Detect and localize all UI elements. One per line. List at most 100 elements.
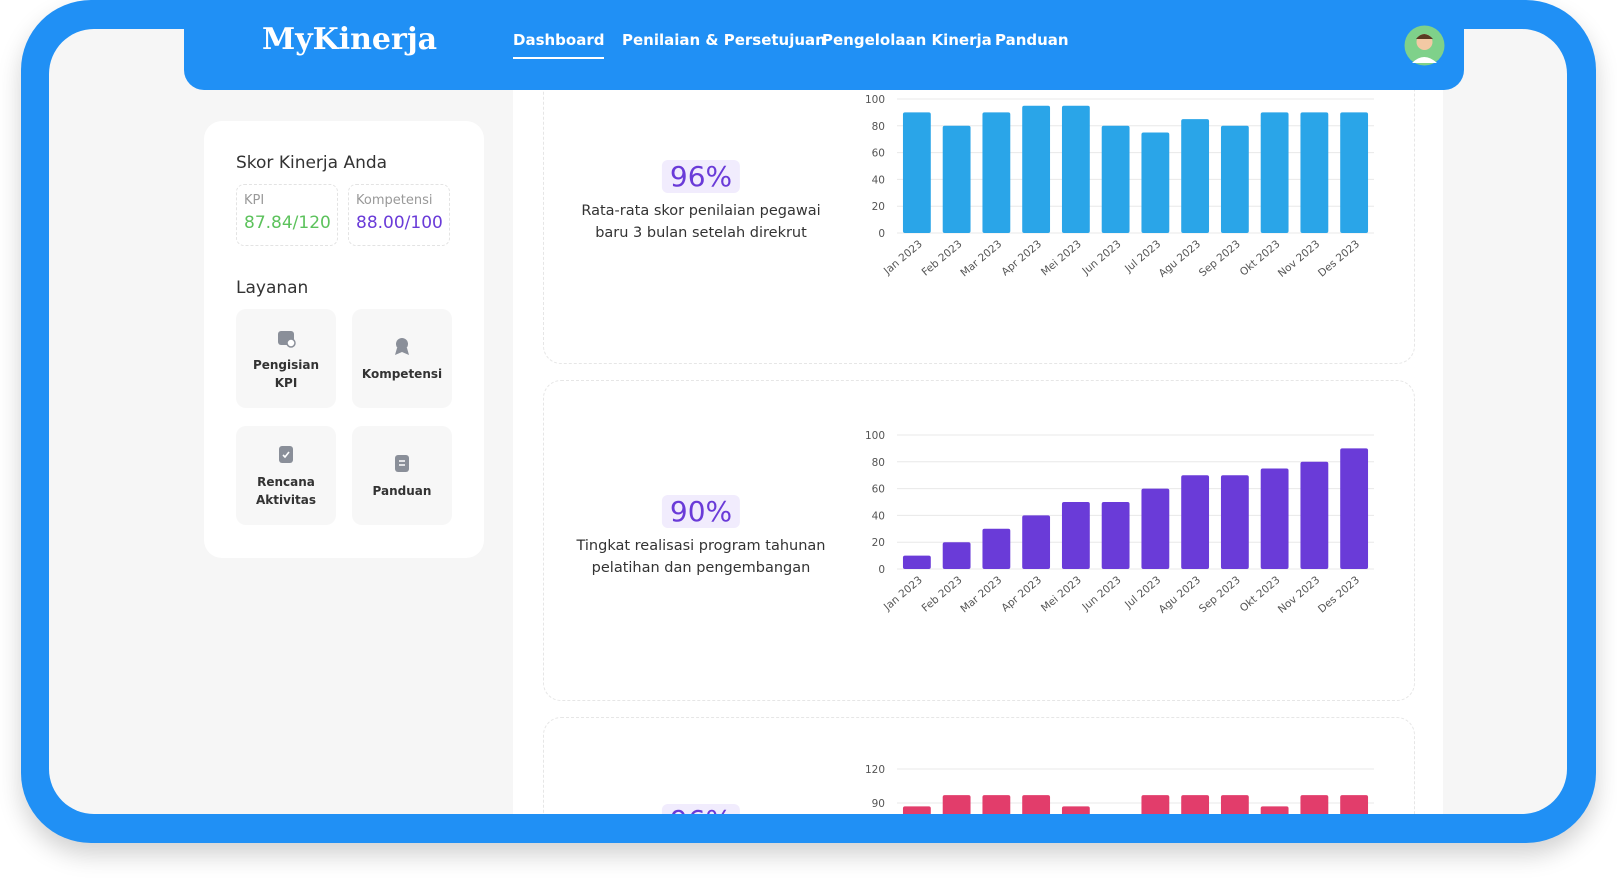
- score-box: KPI 87.84/120: [236, 184, 338, 246]
- service-label: Kompetensi: [361, 366, 443, 381]
- bar: [1061, 502, 1090, 569]
- bar: [1181, 119, 1210, 233]
- sidebar-title: Skor Kinerja Anda: [236, 153, 388, 173]
- x-tick-label: Mar 2023: [958, 238, 1004, 279]
- bar: [1141, 132, 1170, 233]
- nav-link[interactable]: Panduan: [995, 31, 1069, 49]
- x-tick-label: Agu 2023: [1157, 238, 1203, 280]
- y-tick-label: 60: [872, 148, 885, 160]
- bar: [982, 112, 1011, 233]
- bar: [1260, 806, 1289, 814]
- x-tick-label: Nov 2023: [1276, 238, 1322, 280]
- score-value: 88.00/100: [356, 213, 443, 233]
- description: baru 3 bulan setelah direkrut: [595, 225, 807, 241]
- x-tick-label: Des 2023: [1316, 238, 1362, 279]
- bar: [1220, 795, 1249, 814]
- bar: [942, 125, 971, 233]
- bar: [942, 542, 971, 569]
- service-tile[interactable]: Kompetensi: [352, 309, 452, 408]
- score-value: 87.84/120: [244, 213, 331, 233]
- bar: [1141, 795, 1170, 814]
- service-label: Panduan: [372, 483, 432, 498]
- x-tick-label: Apr 2023: [999, 238, 1044, 278]
- x-tick-label: Okt 2023: [1238, 574, 1283, 614]
- bar: [1141, 488, 1170, 569]
- y-tick-label: 40: [872, 174, 885, 186]
- service-label: Rencana Aktivitas: [255, 474, 317, 507]
- bar: [1300, 461, 1329, 569]
- highlight-value: 90%: [661, 495, 741, 528]
- x-tick-label: Jan 2023: [881, 574, 925, 614]
- bar: [1220, 125, 1249, 233]
- nav-link[interactable]: Dashboard: [513, 31, 605, 59]
- icon: [279, 445, 293, 463]
- bar: [1101, 125, 1130, 233]
- bar: [1340, 448, 1369, 569]
- x-tick-label: Mei 2023: [1039, 574, 1084, 614]
- bar: [982, 795, 1011, 814]
- y-tick-label: 90: [872, 798, 885, 810]
- bar: [1181, 475, 1210, 569]
- y-tick-label: 20: [872, 201, 885, 213]
- bar: [942, 795, 971, 814]
- bar: [902, 555, 931, 569]
- service-tile[interactable]: Panduan: [352, 426, 452, 525]
- service-label: Pengisian KPI: [252, 357, 320, 390]
- bar: [1300, 795, 1329, 814]
- icon: [395, 454, 409, 472]
- sidebar: Skor Kinerja Anda KPI 87.84/120 Kompeten…: [204, 121, 484, 558]
- x-tick-label: Jun 2023: [1079, 574, 1123, 614]
- bar: [1220, 475, 1249, 569]
- highlight-value: 96%: [661, 160, 741, 193]
- chart-card: [543, 717, 1415, 814]
- y-tick-label: 100: [865, 430, 885, 442]
- nav-link[interactable]: Pengelolaan Kinerja: [822, 31, 992, 49]
- y-tick-label: 20: [872, 537, 885, 549]
- icon: [278, 330, 296, 348]
- x-tick-label: Nov 2023: [1276, 574, 1322, 616]
- bar: [1061, 105, 1090, 233]
- y-tick-label: 80: [872, 121, 885, 133]
- description: Tingkat realisasi program tahunan: [576, 538, 826, 554]
- highlight-value: 96%: [661, 804, 741, 814]
- y-tick-label: 60: [872, 484, 885, 496]
- logo[interactable]: MyKinerja: [262, 22, 438, 57]
- score-label: KPI: [244, 193, 265, 208]
- x-tick-label: Feb 2023: [920, 238, 965, 278]
- y-tick-label: 120: [865, 764, 885, 776]
- bar: [902, 112, 931, 233]
- x-tick-label: Agu 2023: [1157, 574, 1203, 616]
- bar: [902, 806, 931, 814]
- services-title: Layanan: [236, 278, 309, 298]
- service-tile[interactable]: Pengisian KPI: [236, 309, 336, 408]
- description: Rata-rata skor penilaian pegawai: [581, 203, 821, 219]
- nav-link[interactable]: Penilaian & Persetujuan: [622, 31, 826, 49]
- score-box: Kompetensi 88.00/100: [348, 184, 450, 246]
- bar: [1300, 112, 1329, 233]
- x-tick-label: Okt 2023: [1238, 238, 1283, 278]
- bar: [1022, 105, 1051, 233]
- icon: [395, 337, 409, 355]
- x-tick-label: Sep 2023: [1197, 238, 1243, 279]
- app-panel: 96% Rata-rata skor penilaian pegawai baru …: [49, 29, 1567, 814]
- navbar: MyKinerja Dashboard Penilaian & Persetuj…: [184, 0, 1464, 90]
- bar: [1061, 806, 1090, 814]
- x-tick-label: Sep 2023: [1197, 574, 1243, 615]
- service-tile[interactable]: Rencana Aktivitas: [236, 426, 336, 525]
- bar: [1340, 112, 1369, 233]
- x-tick-label: Feb 2023: [920, 574, 965, 614]
- bar: [1260, 468, 1289, 569]
- y-tick-label: 100: [865, 94, 885, 106]
- bar: [1022, 515, 1051, 569]
- avatar[interactable]: [1404, 25, 1445, 66]
- x-tick-label: Mar 2023: [958, 574, 1004, 615]
- x-tick-label: Jun 2023: [1079, 238, 1123, 278]
- y-tick-label: 0: [878, 564, 885, 576]
- bar: [1101, 502, 1130, 569]
- x-tick-label: Des 2023: [1316, 574, 1362, 615]
- x-tick-label: Jan 2023: [881, 238, 925, 278]
- bar: [1340, 795, 1369, 814]
- x-tick-label: Apr 2023: [999, 574, 1044, 614]
